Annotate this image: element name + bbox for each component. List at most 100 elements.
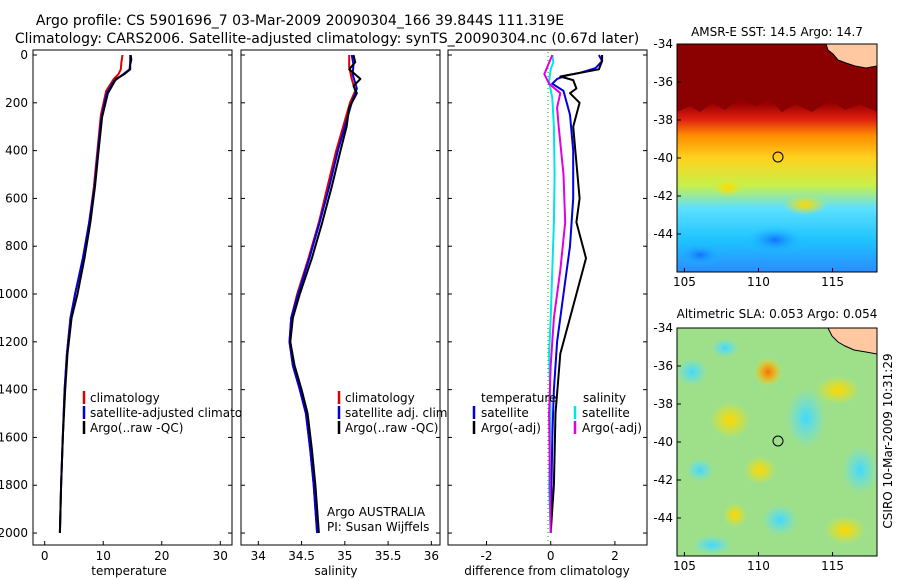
map-x-tick-label: 110 [747,559,770,573]
sla-high-patch [754,358,782,386]
legend-argo-label: Argo(..raw -QC) [345,421,438,435]
y-tick-label: 200 [5,96,28,110]
map-y-tick-label: -38 [653,113,673,127]
header-title: Argo profile: CS 5901696_7 03-Mar-2009 2… [36,13,564,29]
map-x-tick-label: 110 [747,275,770,289]
x-tick-label: 20 [154,549,169,563]
sla-cyan-patch [692,535,732,555]
sst-map-panel: AMSR-E SST: 14.5 Argo: 14.7 105 110 115 -34… [653,25,878,289]
y-tick-label: 1200 [0,335,28,349]
difference-legend: temperature salinity satellite Argo(-adj… [472,391,642,435]
x-tick-label: 10 [96,549,111,563]
argo-float-marker [772,151,784,163]
sst-front [677,44,877,112]
temperature-panel: 0 10 20 30 0 200 400 600 800 1000 1200 1400 1600 1800… [0,48,268,578]
sst-cold-patch [678,243,722,267]
map-x-tick-label: 115 [821,559,844,573]
sla-cyan-patch [711,338,739,358]
map-y-tick-label: -44 [653,511,673,525]
map-y-tick-label: -38 [653,397,673,411]
x-tick-label: 35 [337,549,352,563]
map-x-tick-label: 115 [821,275,844,289]
map-y-tick-label: -36 [653,75,673,89]
map-y-tick-label: -42 [653,189,673,203]
x-tick-label: 34.5 [288,549,315,563]
sst-warm-patch [714,180,742,196]
header-subtitle: Climatology: CARS2006. Satellite-adjuste… [15,31,639,47]
sla-yellow-patch [825,516,865,544]
y-tick-label: 2000 [0,526,28,540]
map-y-tick-label: -40 [653,435,673,449]
sst-warm-patch [783,195,827,215]
x-tick-label: 0 [547,549,555,563]
temperature-xlabel: temperature [91,564,166,578]
sla-map-panel: Altimetric SLA: 0.053 Argo: 0.054 105 110… [653,307,878,573]
salinity-axes-box [240,49,441,546]
y-tick-label: 1000 [0,287,28,301]
x-tick-label: 35.5 [375,549,402,563]
sla-cyan-patch [842,446,877,494]
side-timestamp-label: CSIRO 10-Mar-2009 10:31:29 [881,353,895,528]
map-y-tick-label: -40 [653,151,673,165]
land-mass [825,44,877,69]
legend-satellite-label: satellite adj. clim. [345,406,451,420]
y-tick-label: 800 [5,239,28,253]
sla-map-title: Altimetric SLA: 0.053 Argo: 0.054 [677,307,878,321]
sla-yellow-patch [710,402,750,438]
x-tick-label: 2 [611,549,619,563]
map-y-tick-label: -36 [653,359,673,373]
legend-climatology-label: climatology [90,391,160,405]
salinity-xlabel: salinity [314,564,357,578]
x-tick-label: 0 [41,549,49,563]
map-x-tick-label: 105 [673,559,696,573]
legend-temp-argo-label: Argo(-adj) [481,421,541,435]
difference-panel: -2 0 2 temperature salinity satellite Argo… [447,49,648,578]
legend-temp-satellite-label: satellite [481,406,529,420]
x-tick-label: 36 [424,549,439,563]
salinity-panel: 34 34.5 35 35.5 36 climatology satellite adj… [240,49,451,578]
difference-xlabel: difference from climatology [464,564,630,578]
series-line-temperature-argo-adj [549,55,604,534]
sla-cyan-patch [762,504,798,536]
map-y-tick-label: -34 [653,37,673,51]
salinity-annotation-line1: Argo AUSTRALIA [327,505,426,519]
argo-float-marker [772,435,784,447]
y-tick-label: 0 [20,48,28,62]
x-tick-label: -2 [481,549,493,563]
legend-argo-label: Argo(..raw -QC) [90,421,183,435]
y-tick-label: 1400 [0,383,28,397]
x-tick-label: 30 [213,549,228,563]
series-line-argo-raw-qc [289,54,362,534]
series-line-satellite-adj-clim [288,54,358,534]
sla-cyan-patch [786,388,826,448]
legend-sal-satellite-label: satellite [582,406,630,420]
sla-yellow-patch [723,503,747,527]
sla-yellow-patch [744,456,776,484]
map-y-tick-label: -44 [653,227,673,241]
land-mass [827,328,877,355]
legend-satellite-label: satellite-adjusted climatology [90,406,268,420]
salinity-annotation-line2: PI: Susan Wijffels [327,520,429,534]
salinity-legend: climatology satellite adj. clim. Argo(..… [337,391,451,435]
temperature-legend: climatology satellite-adjusted climatolo… [82,391,268,435]
y-tick-label: 1600 [0,430,28,444]
map-x-tick-label: 105 [673,275,696,289]
y-tick-label: 600 [5,191,28,205]
series-line-salinity-argo-adj [543,54,567,534]
sla-cyan-patch [686,458,714,482]
y-tick-label: 400 [5,144,28,158]
sla-yellow-patch [816,376,860,404]
y-tick-label: 1800 [0,478,28,492]
temperature-axes-box [32,49,233,546]
map-y-tick-label: -34 [653,321,673,335]
legend-climatology-label: climatology [345,391,415,405]
legend-temperature-title: temperature [481,391,556,405]
x-tick-label: 34 [251,549,266,563]
sla-cyan-patch [677,358,708,386]
sst-map-title: AMSR-E SST: 14.5 Argo: 14.7 [691,25,863,39]
series-line-argo-raw-qc [58,54,133,534]
sst-cold-patch [745,226,805,254]
map-y-tick-label: -42 [653,473,673,487]
legend-sal-argo-label: Argo(-adj) [582,421,642,435]
